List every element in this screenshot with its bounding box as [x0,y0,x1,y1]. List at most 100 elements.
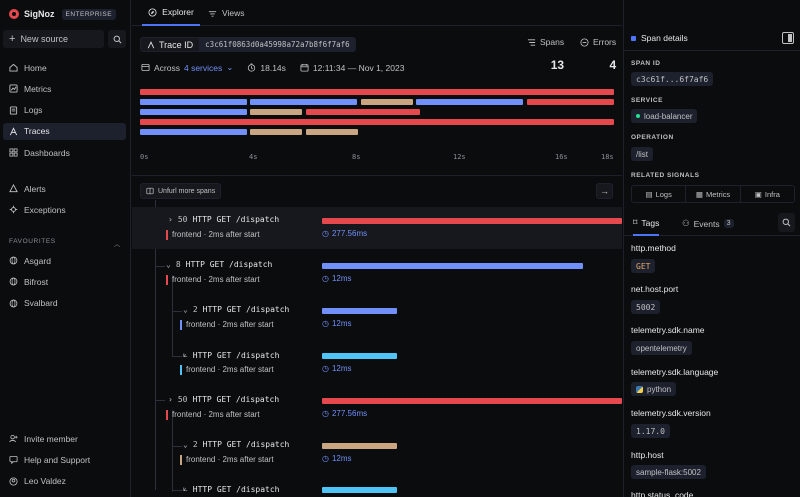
related-signals: ▤ Logs ▦ Metrics ▣ Infra [631,185,795,203]
chevron-right-icon[interactable]: › [168,215,173,224]
tag-value[interactable]: 1.17.0 [631,424,670,438]
timeline-tick: 8s [352,153,361,161]
chevron-down-icon[interactable]: ⌄ [166,260,171,269]
timeline-bar [140,109,247,115]
help-icon [9,455,18,465]
services-selector[interactable]: Across 4 services ⌄ [141,62,233,73]
duration-info: 18.14s [247,63,286,73]
tab-events[interactable]: ⚇ Events 3 [682,211,734,236]
chevron-right-icon[interactable]: › [168,395,173,404]
timeline-bar [140,129,247,135]
errors-label-row: Errors [580,37,616,47]
clock-icon: ◷ [322,364,329,373]
span-name: HTTP GET /dispatch [202,305,290,314]
span-row[interactable]: › 50 HTTP GET /dispatch frontend · 2ms a… [132,387,622,429]
signal-logs-button[interactable]: ▤ Logs [632,186,687,202]
go-to-span-button[interactable]: → [596,183,613,199]
timeline-bar [416,99,523,105]
chevron-down-icon[interactable]: ⌄ [183,440,188,449]
span-name: HTTP GET /dispatch [192,215,280,224]
user-profile-button[interactable]: Leo Valdez [3,473,126,490]
alerts-icon [9,184,18,193]
compass-icon [148,7,157,17]
dashboards-icon [9,148,18,157]
views-icon [208,10,217,17]
new-source-button[interactable]: + New source [3,30,104,48]
spans-stat: Spans 13 [527,37,564,72]
sidebar-item-label: Metrics [24,83,52,94]
sidebar-item-dashboards[interactable]: Dashboards [3,144,126,161]
sidebar-item-traces[interactable]: Traces [3,122,126,140]
favourites-header[interactable]: FAVOURITES ︿ [9,238,121,248]
unfurl-spans-button[interactable]: Unfurl more spans [140,183,222,199]
brand[interactable]: SigNoz ENTERPRISE [9,7,117,21]
tab-views[interactable]: Views [208,0,245,26]
span-name-row: ⌄ 2 HTTP GET /dispatch [183,305,289,314]
span-offset: 2ms after start [222,455,274,464]
tab-tags[interactable]: ⌑ Tags [633,211,660,236]
tag-value[interactable]: GET [631,259,656,273]
span-service-info: frontend · 2ms after start [180,455,274,465]
timeline-tick: 0s [140,153,149,161]
panel-title: Span details [631,33,688,43]
chevron-down-icon[interactable]: ⌄ [183,305,188,314]
span-row[interactable]: ⌄ 8 HTTP GET /dispatch frontend · 2ms af… [132,252,622,294]
span-duration: 277.56ms [331,229,368,238]
child-count: 8 [175,260,181,269]
span-duration-label: ◷ 12ms [322,319,352,328]
tag-value-python[interactable]: python [631,382,677,396]
tab-explorer[interactable]: Explorer [142,0,200,26]
span-offset: 2ms after start [208,410,260,419]
span-row[interactable]: ⌄ 2 HTTP GET /dispatch frontend · 2ms af… [132,297,622,339]
sidebar-item-label: Exceptions [24,204,66,215]
tags-search-button[interactable] [778,213,795,232]
sidebar-item-bifrost[interactable]: Bifrost [3,273,126,290]
sidebar-item-logs[interactable]: Logs [3,102,126,119]
sidebar-item-asgard[interactable]: Asgard [3,252,126,269]
trace-id-field[interactable]: Trace ID c3c61f0863d0a45998a72a7b8f6f7af… [140,37,356,52]
tag-value[interactable]: sample-flask:5002 [631,465,706,479]
chevron-down-icon: ⌄ [226,62,234,72]
tab-label: Events [693,218,720,229]
span-id-value[interactable]: c3c61f...6f7af6 [631,72,714,86]
tag-value[interactable]: 5002 [631,300,661,314]
panel-collapse-icon[interactable] [782,32,794,44]
trace-timeline[interactable]: 0s 4s 8s 12s 16s 18s [140,88,616,168]
sidebar-search-button[interactable] [108,30,126,48]
span-offset: 2ms after start [208,275,260,284]
sidebar-item-svalbard[interactable]: Svalbard [3,295,126,312]
span-name-row: ⟀ HTTP GET /dispatch [183,484,280,494]
span-row[interactable]: › 50 HTTP GET /dispatch frontend · 2ms a… [132,207,622,249]
tag-key: net.host.port [631,284,679,294]
sidebar-item-alerts[interactable]: Alerts [3,180,126,197]
tag-key: telemetry.sdk.language [631,367,719,377]
span-color-icon [631,35,636,41]
operation-value[interactable]: /list [631,147,653,161]
span-row[interactable]: ⌄ 2 HTTP GET /dispatch frontend · 2ms af… [132,432,622,474]
span-duration-bar [322,353,397,359]
span-service: frontend [186,320,216,329]
panel-tabs: ⌑ Tags ⚇ Events 3 [624,211,800,236]
span-row[interactable]: ⟀ HTTP GET /dispatch frontend · 2ms afte… [132,342,622,384]
signal-infra-button[interactable]: ▣ Infra [741,186,794,202]
errors-stat: Errors 4 [580,37,616,72]
sidebar-item-exceptions[interactable]: Exceptions [3,201,126,218]
span-row[interactable]: ⟀ HTTP GET /dispatch [132,476,622,497]
service-label: SERVICE [631,97,663,104]
help-support-button[interactable]: Help and Support [3,451,126,468]
signal-metrics-button[interactable]: ▦ Metrics [686,186,741,202]
invite-member-button[interactable]: Invite member [3,430,126,447]
span-duration-label: ◷ 12ms [322,274,352,283]
globe-icon [9,256,18,265]
tree-guide [155,266,165,267]
sidebar-item-home[interactable]: Home [3,59,126,76]
unfurl-label: Unfurl more spans [158,187,216,195]
error-icon [580,37,589,47]
service-value[interactable]: load-balancer [631,109,698,123]
span-duration-bar [322,263,583,269]
sidebar-item-metrics[interactable]: Metrics [3,80,126,97]
tag-value[interactable]: opentelemetry [631,341,692,355]
sidebar-item-label: Logs [24,105,43,116]
timestamp-info: 12:11:34 — Nov 1, 2023 [300,63,404,73]
timeline-bar [306,129,358,135]
